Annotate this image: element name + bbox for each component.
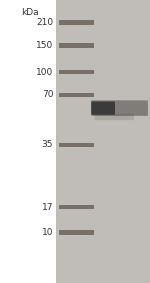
Bar (59, 93, 94, 97)
Bar (59, 205, 94, 209)
Bar (59, 20, 94, 25)
FancyBboxPatch shape (91, 101, 115, 115)
Text: 17: 17 (42, 203, 53, 212)
Bar (59, 70, 94, 74)
Text: 70: 70 (42, 90, 53, 99)
FancyBboxPatch shape (91, 100, 148, 116)
Bar (56, 0, 150, 283)
Bar (59, 43, 94, 48)
Text: 100: 100 (36, 68, 53, 77)
Bar (59, 230, 94, 235)
Text: kDa: kDa (21, 8, 39, 17)
Bar (0, 0, 56, 283)
Text: 150: 150 (36, 41, 53, 50)
FancyBboxPatch shape (95, 114, 134, 120)
Text: 35: 35 (42, 140, 53, 149)
Text: 10: 10 (42, 228, 53, 237)
Bar (59, 143, 94, 147)
Text: 210: 210 (36, 18, 53, 27)
